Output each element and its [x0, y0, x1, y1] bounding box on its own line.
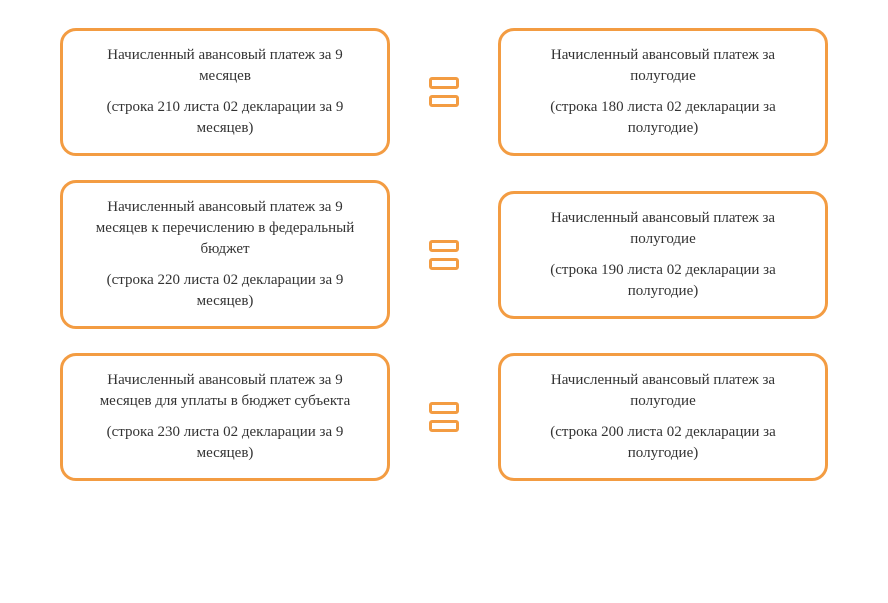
equals-bar — [429, 95, 459, 107]
box-right-2: Начисленный авансовый платеж за полугоди… — [498, 191, 828, 319]
equals-icon-2 — [424, 240, 464, 270]
box-left-2-subtitle: (строка 220 листа 02 декларации за 9 мес… — [81, 270, 369, 312]
diagram-canvas: Начисленный авансовый платеж за 9 месяце… — [0, 0, 888, 603]
box-left-3-title: Начисленный авансовый платеж за 9 месяце… — [81, 370, 369, 412]
equals-bar — [429, 420, 459, 432]
equals-icon-3 — [424, 402, 464, 432]
box-left-1-title: Начисленный авансовый платеж за 9 месяце… — [81, 45, 369, 87]
box-left-3: Начисленный авансовый платеж за 9 месяце… — [60, 353, 390, 481]
equals-bar — [429, 240, 459, 252]
box-right-3: Начисленный авансовый платеж за полугоди… — [498, 353, 828, 481]
box-left-2: Начисленный авансовый платеж за 9 месяце… — [60, 180, 390, 329]
box-right-3-subtitle: (строка 200 листа 02 декларации за полуг… — [519, 422, 807, 464]
box-left-2-title: Начисленный авансовый платеж за 9 месяце… — [81, 197, 369, 260]
row-2: Начисленный авансовый платеж за 9 месяце… — [60, 180, 828, 329]
equals-bar — [429, 77, 459, 89]
row-3: Начисленный авансовый платеж за 9 месяце… — [60, 353, 828, 481]
box-right-1-subtitle: (строка 180 листа 02 декларации за полуг… — [519, 97, 807, 139]
equals-bar — [429, 258, 459, 270]
box-right-1: Начисленный авансовый платеж за полугоди… — [498, 28, 828, 156]
box-left-1-subtitle: (строка 210 листа 02 декларации за 9 мес… — [81, 97, 369, 139]
row-1: Начисленный авансовый платеж за 9 месяце… — [60, 28, 828, 156]
box-left-1: Начисленный авансовый платеж за 9 месяце… — [60, 28, 390, 156]
box-right-2-title: Начисленный авансовый платеж за полугоди… — [519, 208, 807, 250]
box-right-2-subtitle: (строка 190 листа 02 декларации за полуг… — [519, 260, 807, 302]
box-right-3-title: Начисленный авансовый платеж за полугоди… — [519, 370, 807, 412]
equals-bar — [429, 402, 459, 414]
box-left-3-subtitle: (строка 230 листа 02 декларации за 9 мес… — [81, 422, 369, 464]
box-right-1-title: Начисленный авансовый платеж за полугоди… — [519, 45, 807, 87]
equals-icon-1 — [424, 77, 464, 107]
